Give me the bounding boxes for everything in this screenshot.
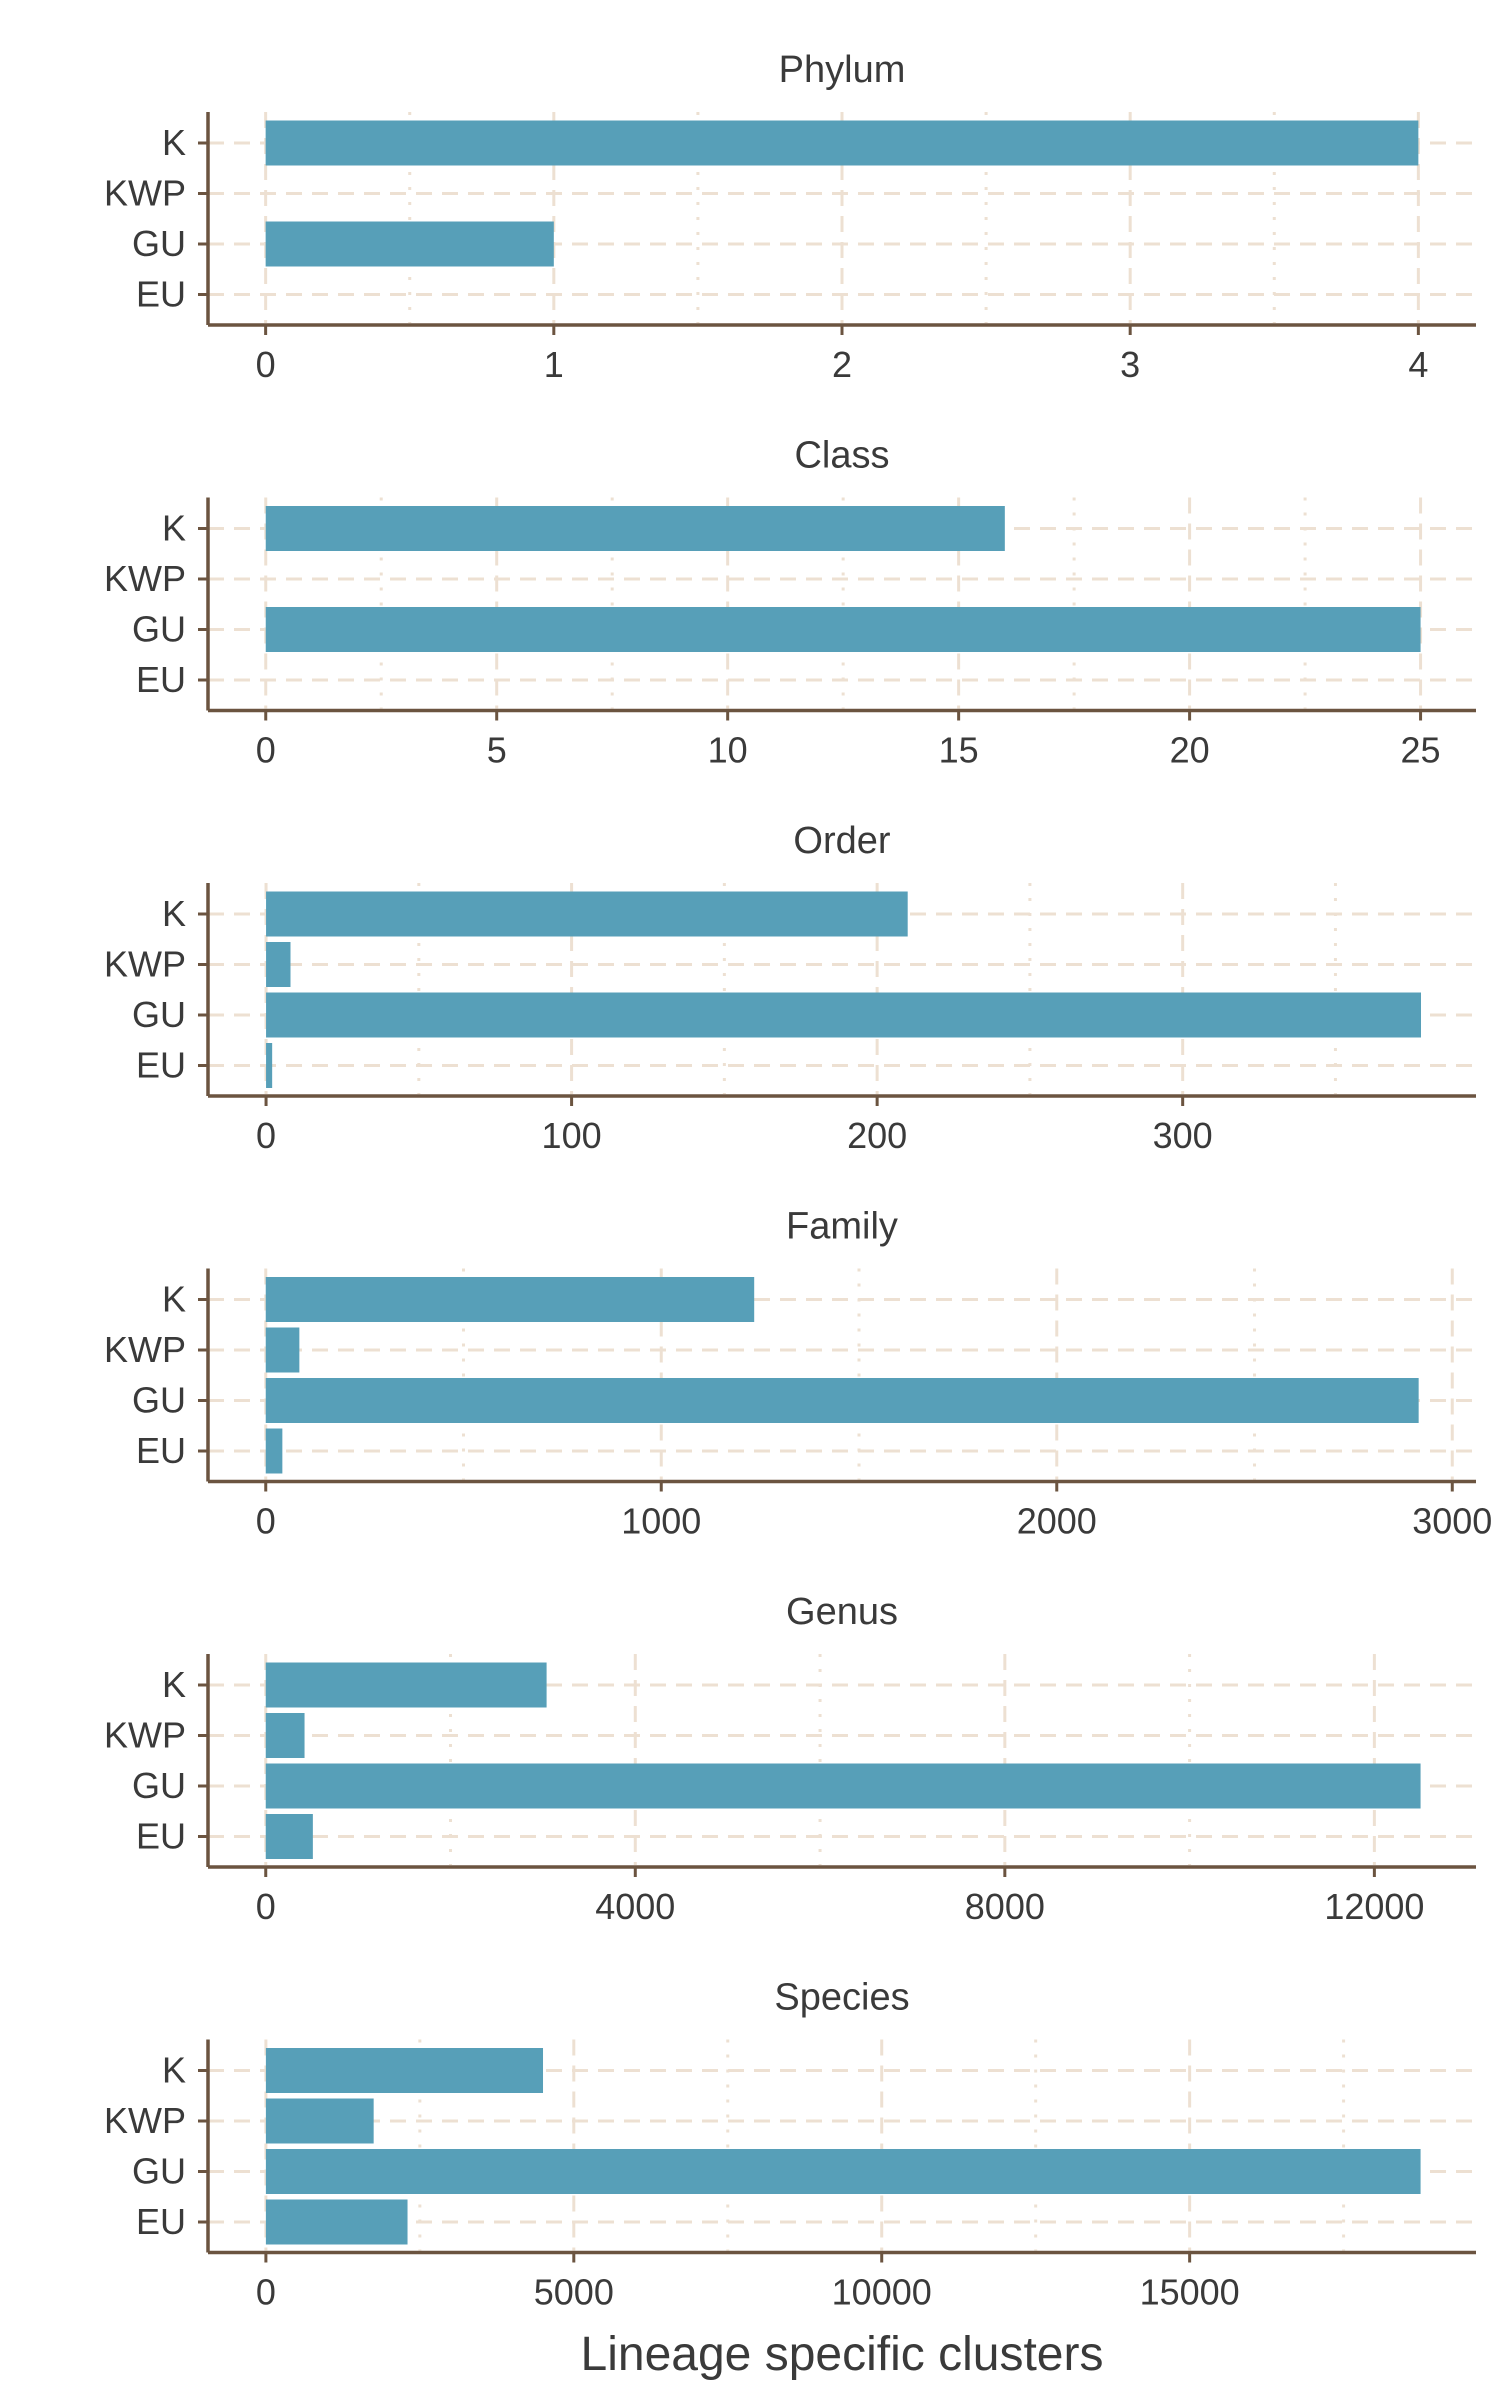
panel-title: Species [774, 1977, 909, 2019]
x-tick-label: 3 [1120, 344, 1140, 385]
y-tick-label: EU [136, 659, 186, 700]
x-tick-label: 2 [832, 344, 852, 385]
x-tick-label: 3000 [1412, 1501, 1492, 1542]
y-tick-label: KWP [104, 1715, 186, 1756]
y-tick-label: GU [132, 609, 186, 650]
x-tick-label: 4 [1408, 344, 1428, 385]
y-tick-label: EU [136, 2201, 186, 2242]
bar-gu [265, 221, 554, 267]
bar-kwp [265, 2098, 374, 2144]
x-tick-label: 8000 [965, 1886, 1045, 1927]
x-tick-label: 15 [939, 730, 979, 771]
x-tick-label: 10 [708, 730, 748, 771]
panel-title: Phylum [779, 49, 906, 91]
y-tick-label: GU [132, 2151, 186, 2192]
x-tick-label: 0 [256, 1501, 276, 1542]
x-tick-label: 300 [1153, 1115, 1213, 1156]
y-tick-label: K [162, 1279, 186, 1320]
panel-title: Genus [786, 1591, 898, 1633]
y-tick-label: KWP [104, 2100, 186, 2141]
y-tick-label: GU [132, 994, 186, 1035]
bar-gu [265, 2149, 1421, 2194]
bar-kwp [265, 1713, 305, 1758]
x-tick-label: 0 [256, 1886, 276, 1927]
bar-eu [265, 1814, 313, 1859]
x-tick-label: 0 [256, 344, 276, 385]
panel-title: Class [794, 435, 889, 477]
x-tick-label: 5000 [534, 2272, 614, 2313]
panel-genus: Genus K KWP GU EU 0 4000 8000 12000 [104, 1591, 1476, 1927]
x-tick-label: 12000 [1324, 1886, 1424, 1927]
bar-k [266, 891, 908, 937]
bar-eu [266, 1043, 273, 1088]
x-tick-label: 0 [256, 2272, 276, 2313]
y-tick-label: EU [136, 1045, 186, 1086]
y-tick-label: GU [132, 1380, 186, 1421]
y-tick-label: KWP [104, 558, 186, 599]
x-axis-title: Lineage specific clusters [581, 2328, 1104, 2381]
x-tick-label: 10000 [832, 2272, 932, 2313]
y-tick-label: K [162, 1664, 186, 1705]
bar-k [265, 506, 1005, 551]
x-tick-label: 1 [544, 344, 564, 385]
bar-eu [265, 1428, 283, 1474]
x-tick-label: 20 [1170, 730, 1210, 771]
bar-k [265, 1662, 547, 1708]
y-tick-label: K [162, 508, 186, 549]
y-tick-label: K [162, 2050, 186, 2091]
panel-title: Family [786, 1206, 898, 1248]
x-tick-label: 0 [256, 730, 276, 771]
bar-kwp [266, 942, 291, 987]
x-tick-label: 0 [256, 1115, 276, 1156]
bar-k [265, 2048, 544, 2093]
panel-phylum: Phylum K KWP GU EU 0 1 2 3 4 [104, 49, 1476, 385]
bar-kwp [265, 1327, 300, 1373]
panel-species: Species K KWP GU EU 0 5000 10000 15000 [104, 1977, 1476, 2313]
x-tick-label: 5 [487, 730, 507, 771]
y-tick-label: K [162, 893, 186, 934]
bar-gu [265, 607, 1421, 652]
panel-class: Class K KWP GU EU 0 5 10 15 20 25 [104, 435, 1476, 771]
y-tick-label: GU [132, 223, 186, 264]
x-tick-label: 25 [1401, 730, 1441, 771]
bar-k [265, 1277, 755, 1322]
y-tick-label: GU [132, 1765, 186, 1806]
y-tick-label: KWP [104, 1329, 186, 1370]
bar-eu [265, 2199, 408, 2245]
bar-gu [265, 1763, 1421, 1809]
x-tick-label: 15000 [1140, 2272, 1240, 2313]
y-tick-label: KWP [104, 944, 186, 985]
panel-order: Order K KWP GU EU 0 100 200 300 [104, 820, 1476, 1156]
y-tick-label: K [162, 122, 186, 163]
y-tick-label: KWP [104, 173, 186, 214]
bar-gu [265, 1378, 1419, 1423]
x-tick-label: 1000 [621, 1501, 701, 1542]
y-tick-label: EU [136, 1430, 186, 1471]
panel-title: Order [793, 820, 890, 862]
x-tick-label: 100 [542, 1115, 602, 1156]
x-tick-label: 2000 [1017, 1501, 1097, 1542]
bar-k [265, 120, 1419, 166]
y-tick-label: EU [136, 274, 186, 315]
panel-family: Family K KWP GU EU 0 1000 2000 3000 [104, 1206, 1492, 1542]
x-tick-label: 4000 [595, 1886, 675, 1927]
x-tick-label: 200 [847, 1115, 907, 1156]
bar-gu [266, 992, 1422, 1038]
y-tick-label: EU [136, 1816, 186, 1857]
